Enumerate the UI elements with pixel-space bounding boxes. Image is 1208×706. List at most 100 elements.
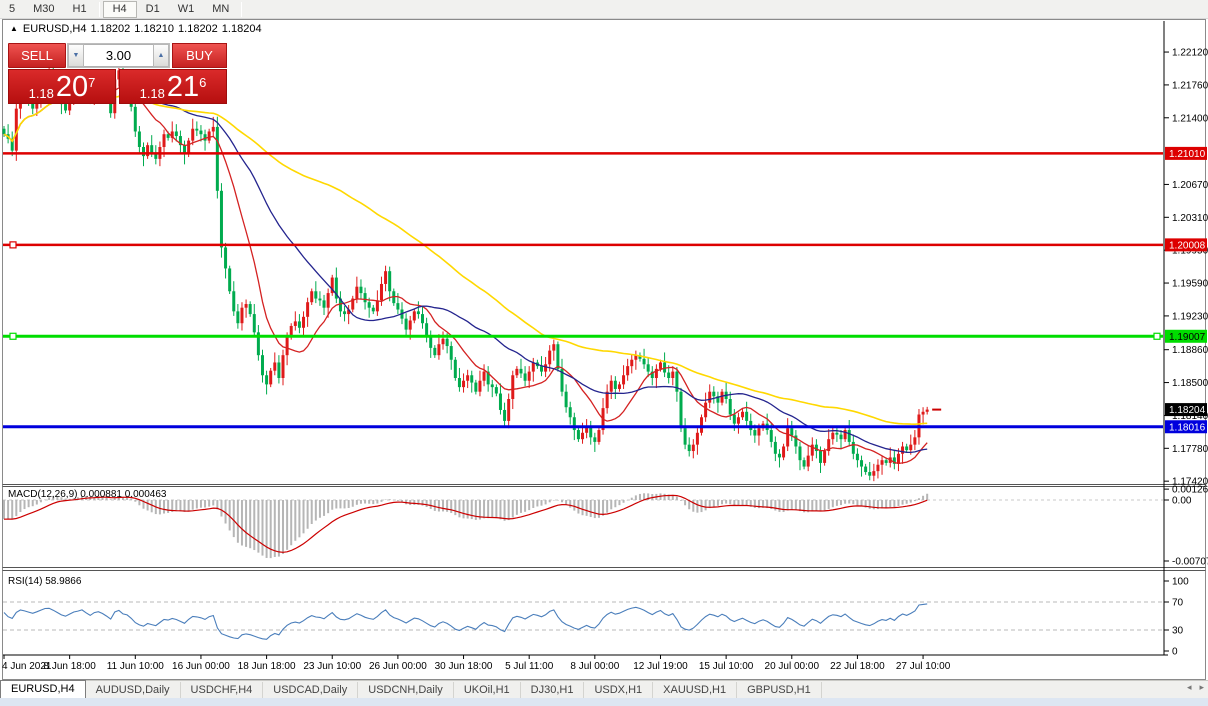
candle [265, 375, 269, 385]
candle [556, 344, 560, 369]
macd-histogram-bar [807, 500, 810, 513]
macd-histogram-bar [134, 500, 137, 502]
volume-increase-icon[interactable]: ▲ [153, 44, 169, 67]
candle [425, 323, 429, 336]
timeframe-button-d1[interactable]: D1 [145, 3, 160, 15]
macd-histogram-bar [753, 500, 756, 508]
tab-scroll-left-icon[interactable]: ◂ [1186, 682, 1192, 692]
macd-histogram-bar [712, 500, 715, 507]
price-level-label-bg [1165, 146, 1207, 160]
macd-histogram-bar [368, 500, 371, 504]
macd-histogram-bar [310, 500, 313, 524]
macd-histogram-bar [745, 500, 748, 506]
chart-tab-eurusd[interactable]: EURUSD,H4 [0, 680, 86, 698]
macd-histogram-bar [76, 497, 79, 500]
macd-histogram-bar [191, 500, 194, 510]
macd-histogram-bar [109, 499, 112, 500]
macd-histogram-bar [19, 500, 22, 513]
macd-histogram-bar [823, 500, 826, 511]
chart-tab-xauusd[interactable]: XAUUSD,H1 [653, 682, 738, 698]
macd-histogram-bar [881, 500, 884, 509]
macd-histogram-bar [458, 500, 461, 518]
line-handle[interactable] [9, 332, 17, 340]
candle [297, 321, 301, 328]
candle [199, 130, 203, 135]
macd-histogram-bar [503, 500, 506, 521]
macd-histogram-bar [704, 500, 707, 511]
macd-histogram-bar [679, 500, 682, 501]
macd-histogram-bar [3, 500, 5, 520]
chart-tab-dj30[interactable]: DJ30,H1 [521, 682, 585, 698]
macd-histogram-bar [638, 493, 641, 500]
macd-signal-line [3, 494, 928, 553]
candle [359, 286, 363, 294]
candle [794, 435, 798, 447]
timeframe-button-h1[interactable]: H1 [72, 3, 87, 15]
macd-histogram-bar [282, 500, 285, 554]
candle [576, 430, 580, 440]
macd-histogram-bar [577, 500, 580, 514]
macd-histogram-bar [909, 500, 912, 503]
macd-histogram-bar [786, 500, 789, 511]
rsi-plot-area[interactable] [3, 572, 1163, 654]
candle [617, 384, 621, 389]
timeframe-button-m30[interactable]: M30 [33, 3, 55, 15]
macd-histogram-bar [150, 500, 153, 513]
sell-price-display[interactable]: 1.18 20 7 [8, 69, 116, 104]
macd-histogram-bar [113, 498, 116, 500]
candle [892, 457, 896, 464]
candle [695, 432, 699, 445]
macd-histogram-bar [913, 500, 916, 502]
candle [318, 298, 322, 301]
tab-scroll-right-icon[interactable]: ▸ [1199, 682, 1204, 692]
candle [708, 391, 712, 403]
timeframe-button-5[interactable]: 5 [9, 3, 16, 15]
macd-histogram-bar [327, 500, 330, 514]
timeframe-button-w1[interactable]: W1 [177, 3, 195, 15]
macd-histogram-bar [803, 500, 806, 513]
macd-histogram-bar [306, 500, 309, 529]
candle [453, 359, 457, 378]
volume-decrease-icon[interactable]: ▼ [68, 44, 84, 67]
candle [786, 428, 790, 447]
price-tick-label: 1.17780 [1172, 444, 1208, 455]
macd-histogram-bar [721, 500, 724, 505]
macd-histogram-bar [524, 500, 527, 512]
volume-stepper: ▼ 3.00 ▲ [67, 43, 170, 68]
chart-tab-gbpusd[interactable]: GBPUSD,H1 [737, 682, 822, 698]
chart-tab-usdcad[interactable]: USDCAD,Daily [263, 682, 359, 698]
chart-tab-audusd[interactable]: AUDUSD,Daily [86, 682, 181, 698]
candle [211, 126, 215, 132]
chart-tab-usdcnh[interactable]: USDCNH,Daily [358, 682, 454, 698]
macd-histogram-bar [729, 500, 732, 505]
candle [314, 291, 318, 299]
buy-button[interactable]: BUY [172, 43, 227, 68]
macd-histogram-bar [815, 500, 818, 511]
macd-histogram-bar [528, 500, 531, 511]
sell-button[interactable]: SELL [8, 43, 66, 68]
macd-histogram-bar [355, 500, 358, 505]
header-low: 1.18202 [178, 23, 218, 35]
timeframe-button-mn[interactable]: MN [212, 3, 230, 15]
macd-histogram-bar [614, 500, 617, 508]
volume-input[interactable]: 3.00 [84, 44, 153, 67]
macd-histogram-bar [240, 500, 243, 546]
chart-tab-ukoil[interactable]: UKOil,H1 [454, 682, 521, 698]
macd-histogram-bar [893, 500, 896, 508]
timeframe-button-h4[interactable]: H4 [102, 0, 137, 18]
macd-histogram-bar [364, 500, 367, 504]
candle [228, 268, 232, 292]
price-level-label: 1.20008 [1169, 240, 1206, 251]
chart-tab-usdchf[interactable]: USDCHF,H4 [181, 682, 264, 698]
current-price-label-bg [1165, 403, 1207, 417]
macd-histogram-bar [273, 500, 276, 557]
line-handle[interactable] [1153, 332, 1161, 340]
buy-price-display[interactable]: 1.18 21 6 [119, 69, 227, 104]
macd-histogram-bar [852, 500, 855, 505]
macd-scale-label: 0.00 [1172, 496, 1192, 507]
candle [355, 286, 359, 299]
line-handle[interactable] [9, 241, 17, 249]
chart-tab-usdx[interactable]: USDX,H1 [584, 682, 654, 698]
chart-tab-bar: EURUSD,H4 AUDUSD,Daily USDCHF,H4 USDCAD,Dai… [0, 680, 1208, 698]
candle [884, 460, 888, 463]
